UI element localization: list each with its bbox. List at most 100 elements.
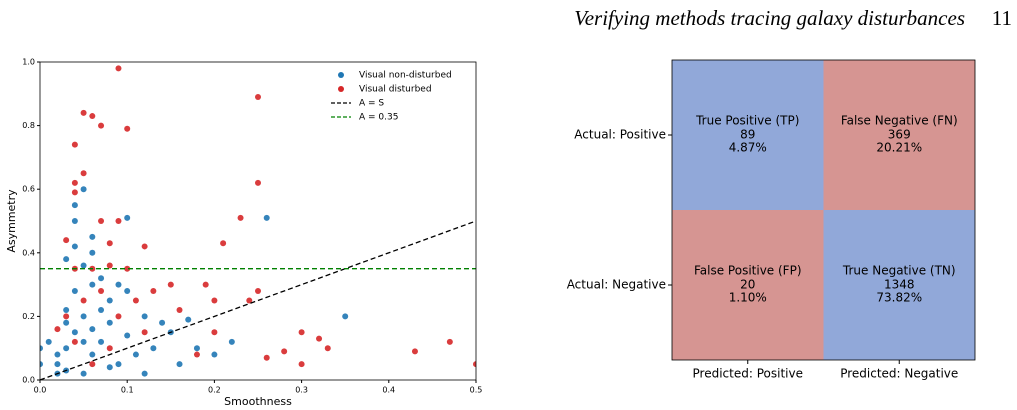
matrix-cell [823,210,975,360]
y-tick-label: 0.2 [22,312,35,321]
data-point [115,313,122,320]
data-point [89,113,96,120]
legend-swatch [338,72,344,78]
data-point [98,338,105,345]
data-point [63,237,70,244]
cell-count: 89 [740,128,755,142]
data-point [106,345,113,352]
matrix-frame [671,59,976,361]
data-point [141,329,148,336]
data-point [71,338,78,345]
data-point [115,65,122,72]
cell-label: True Positive (TP) [695,114,799,128]
data-point [211,297,218,304]
data-point [80,186,87,193]
x-tick-label: 0.2 [208,386,221,395]
data-point [176,307,183,314]
legend-label: A = 0.35 [359,113,398,123]
y-tick-label: 0.0 [22,376,35,385]
data-point [141,313,148,320]
legend-swatch [338,86,344,92]
data-point [185,316,192,323]
y-tick-label: 0.6 [22,185,35,194]
x-tick-label: 0.5 [470,386,483,395]
data-point [255,93,261,100]
data-point [193,345,200,352]
data-point [98,122,105,129]
data-point [176,361,183,368]
cell-label: False Positive (FP) [694,264,802,278]
data-point [124,125,131,132]
row-label: Actual: Negative [567,278,666,292]
data-point [89,281,96,288]
data-point [63,345,70,352]
data-point [446,338,453,345]
running-title: Verifying methods tracing galaxy disturb… [574,6,965,30]
data-point [63,307,70,314]
data-point [106,319,113,326]
data-point [80,338,87,345]
data-point [316,335,323,342]
cell-percent: 73.82% [876,291,922,305]
x-tick-label: 0.3 [295,386,308,395]
data-point [132,351,139,358]
data-point [263,354,270,361]
data-point [71,287,78,294]
data-point [80,170,87,177]
data-point [71,189,78,196]
cell-percent: 1.10% [729,291,767,305]
column-label: Predicted: Negative [840,367,958,381]
data-point [124,265,131,272]
x-tick-label: 0.1 [121,386,134,395]
data-point [115,361,122,368]
legend-label: Visual disturbed [359,85,432,95]
data-point [220,240,227,247]
data-point [115,218,122,224]
data-point [71,329,78,336]
data-point [71,141,78,148]
data-point [45,338,52,345]
data-point [89,361,96,368]
x-axis-label: Smoothness [224,395,292,406]
data-point [255,179,261,186]
data-point [89,351,96,358]
data-point [132,297,139,304]
cell-label: True Negative (TN) [842,264,956,278]
legend-label: A = S [359,99,384,109]
y-axis-label: Asymmetry [5,189,18,253]
data-point [141,370,148,377]
data-point [63,256,70,263]
data-point [80,109,87,116]
data-point [98,218,105,224]
data-point [54,326,61,333]
cell-label: False Negative (FN) [841,114,958,128]
data-point [98,307,105,314]
data-point [115,281,122,288]
data-point [80,297,87,304]
y-tick-label: 0.8 [22,121,35,130]
data-point [281,348,288,355]
data-point [159,319,166,326]
x-tick-label: 0.4 [382,386,395,395]
cell-count: 20 [740,278,755,292]
axes-frame [39,61,477,381]
data-point [324,345,331,352]
data-point [89,233,96,240]
data-point [54,361,61,368]
data-point [106,262,113,269]
data-point [40,361,43,368]
data-point [71,202,78,209]
data-point [124,332,131,339]
matrix-cell [823,60,975,210]
data-point [246,297,253,304]
data-point [124,287,131,294]
cell-percent: 20.21% [876,141,922,155]
data-point [263,214,270,221]
scatter-chart: 0.0 0.1 0.2 0.3 0.4 0.5 0.0 0.2 0.4 0.6 0.8 1.0 Smoo… [5,58,483,409]
data-point [80,370,87,377]
data-point [473,361,476,368]
data-point [54,351,61,358]
data-point [124,214,131,221]
data-point [80,262,87,269]
